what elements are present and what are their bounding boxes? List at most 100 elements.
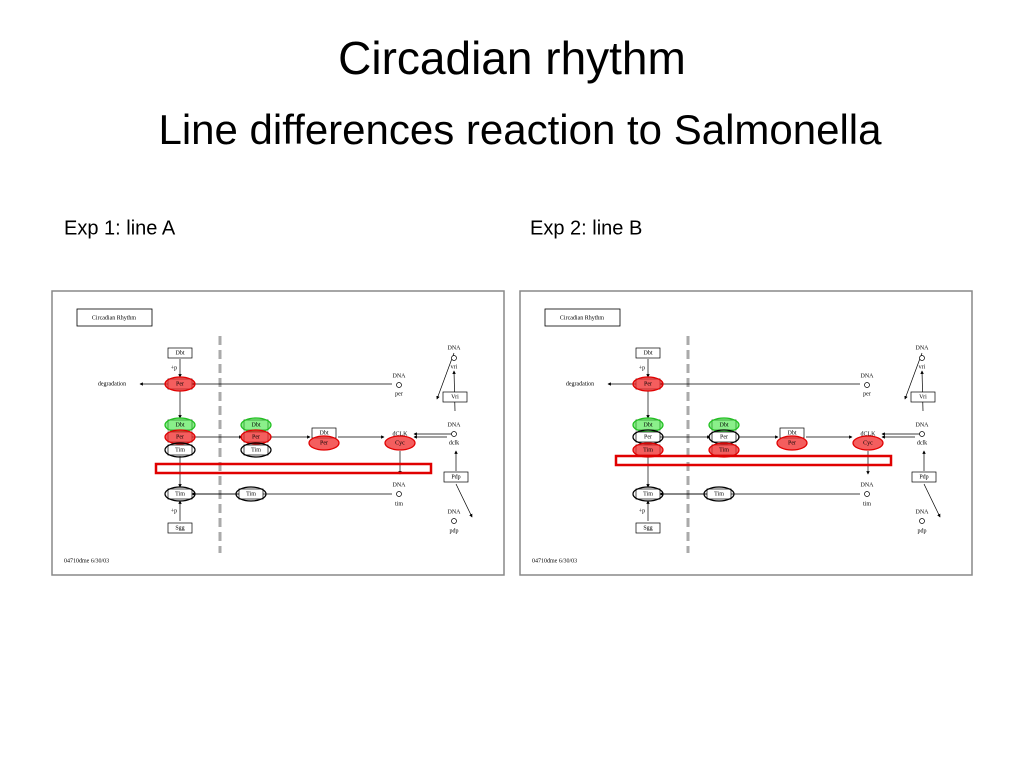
highlight: [235, 486, 267, 502]
gene-site: [396, 382, 402, 388]
node-label: Per: [320, 440, 328, 446]
node-label: dclk: [917, 440, 927, 446]
node-box: [243, 444, 269, 456]
highlight: [776, 435, 808, 451]
node-label: Per: [788, 440, 796, 446]
node-label: +p: [639, 365, 645, 371]
node-box: [167, 444, 193, 456]
node-label: Per: [644, 434, 652, 440]
node-label: Sgg: [175, 525, 184, 531]
gene-site: [864, 382, 870, 388]
node-label: Tim: [246, 491, 256, 497]
node-label: per: [863, 391, 871, 397]
node-label: dCLK: [393, 431, 409, 437]
highlight: [632, 486, 664, 502]
node-label: DNA: [916, 422, 930, 428]
node-label: Dbt: [176, 350, 185, 356]
node-box: [238, 488, 264, 500]
highlight: [164, 376, 196, 392]
node-label: Pdp: [919, 474, 928, 480]
gene-site: [864, 491, 870, 497]
node-label: Tim: [175, 491, 185, 497]
node-box: [706, 488, 732, 500]
highlight: [240, 442, 272, 458]
node-label: Dbt: [252, 422, 261, 428]
node-label: DNA: [916, 345, 930, 351]
node-label: dclk: [449, 440, 459, 446]
node-label: DNA: [448, 509, 462, 515]
node-label: tim: [863, 501, 871, 507]
highlight: [164, 486, 196, 502]
node-label: Cyc: [863, 440, 873, 446]
node-label: Tim: [251, 447, 261, 453]
node-label: dCLK: [861, 431, 877, 437]
node-label: degradation: [98, 381, 126, 387]
pathway-diagram: Circadian Rhythm Dbt +p degradation Per Dbt Pe…: [519, 290, 973, 576]
arrow: [455, 483, 473, 518]
node-label: Per: [176, 381, 184, 387]
node-label: Per: [720, 434, 728, 440]
node-label: pdp: [450, 528, 459, 534]
diagram-title: Circadian Rhythm: [92, 315, 136, 321]
node-box: [910, 391, 936, 403]
node-box: [635, 347, 661, 359]
diagram-footer: 04710dme 6/30/03: [64, 558, 109, 564]
node-label: Tim: [719, 447, 729, 453]
highlight: [632, 376, 664, 392]
node-label: Tim: [714, 491, 724, 497]
node-label: tim: [395, 501, 403, 507]
slide-title: Circadian rhythm: [338, 32, 686, 84]
node-label: Dbt: [720, 422, 729, 428]
node-label: Per: [252, 434, 260, 440]
diagram-title-box: [544, 308, 621, 327]
highlight: [852, 435, 884, 451]
node-label: pdp: [918, 528, 927, 534]
node-label: Dbt: [176, 422, 185, 428]
gene-site: [919, 355, 925, 361]
node-label: degradation: [566, 381, 594, 387]
node-label: Per: [644, 381, 652, 387]
node-label: DNA: [916, 509, 930, 515]
node-box: [167, 347, 193, 359]
node-label: DNA: [393, 482, 407, 488]
arrow: [904, 352, 923, 400]
node-box: [711, 431, 737, 443]
gene-site: [396, 491, 402, 497]
panel-caption: Exp 2: line B: [530, 217, 642, 239]
node-box: [167, 522, 193, 534]
node-label: DNA: [861, 373, 875, 379]
highlight: [240, 429, 272, 445]
highlight: [308, 435, 340, 451]
gene-site: [451, 355, 457, 361]
node-label: per: [395, 391, 403, 397]
node-label: DNA: [861, 482, 875, 488]
node-label: +p: [171, 508, 177, 514]
node-label: +p: [171, 365, 177, 371]
node-box: [635, 431, 661, 443]
gene-site: [919, 518, 925, 524]
node-label: Dbt: [644, 350, 653, 356]
panel-caption: Exp 1: line A: [64, 217, 176, 239]
diagram-title-box: [76, 308, 153, 327]
highlight: [703, 486, 735, 502]
node-label: Dbt: [644, 422, 653, 428]
node-label: Dbt: [788, 430, 797, 436]
diagram-footer: 04710dme 6/30/03: [532, 558, 577, 564]
node-label: Pdp: [451, 474, 460, 480]
node-label: DNA: [448, 345, 462, 351]
arrow: [436, 352, 455, 400]
pathway-diagram: Circadian Rhythm Dbt +p degradation Per Dbt Pe…: [51, 290, 505, 576]
gene-site: [451, 431, 457, 437]
arrow: [920, 370, 924, 412]
node-label: Tim: [175, 447, 185, 453]
node-label: Tim: [643, 491, 653, 497]
slide-subtitle: Line differences reaction to Salmonella: [158, 106, 882, 153]
gene-site: [919, 431, 925, 437]
node-label: +p: [639, 508, 645, 514]
node-box: [443, 471, 469, 483]
node-label: Dbt: [320, 430, 329, 436]
node-label: Cyc: [395, 440, 405, 446]
node-label: Sgg: [643, 525, 652, 531]
node-label: Vri: [919, 394, 927, 400]
